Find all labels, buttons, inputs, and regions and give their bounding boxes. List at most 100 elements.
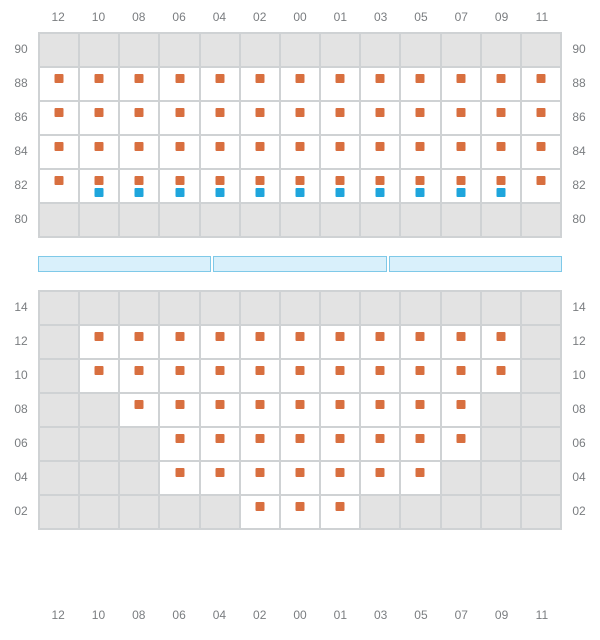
seat-cell[interactable] xyxy=(521,101,561,135)
seat-cell[interactable] xyxy=(159,101,199,135)
seat-cell[interactable] xyxy=(159,461,199,495)
seat-cell[interactable] xyxy=(481,169,521,203)
seat-cell[interactable] xyxy=(240,67,280,101)
seat-cell[interactable] xyxy=(400,427,440,461)
seat-cell[interactable] xyxy=(79,359,119,393)
seat-cell[interactable] xyxy=(280,461,320,495)
seat-cell[interactable] xyxy=(360,67,400,101)
seat-cell[interactable] xyxy=(360,325,400,359)
seat-cell[interactable] xyxy=(481,135,521,169)
seat-cell[interactable] xyxy=(200,359,240,393)
seat-cell[interactable] xyxy=(441,325,481,359)
seat-cell[interactable] xyxy=(280,169,320,203)
seat-cell[interactable] xyxy=(521,67,561,101)
seat-cell[interactable] xyxy=(200,461,240,495)
seat-cell[interactable] xyxy=(200,427,240,461)
seat-cell[interactable] xyxy=(159,169,199,203)
seat-cell[interactable] xyxy=(240,461,280,495)
seat-cell[interactable] xyxy=(240,359,280,393)
seat-cell[interactable] xyxy=(320,461,360,495)
seat-cell[interactable] xyxy=(240,393,280,427)
seat-cell[interactable] xyxy=(360,135,400,169)
seat-cell[interactable] xyxy=(79,325,119,359)
seat-cell[interactable] xyxy=(280,427,320,461)
seat-cell[interactable] xyxy=(320,393,360,427)
seat-cell[interactable] xyxy=(240,427,280,461)
seat-cell[interactable] xyxy=(39,135,79,169)
seat-cell[interactable] xyxy=(360,427,400,461)
seat-cell[interactable] xyxy=(200,393,240,427)
seat-cell[interactable] xyxy=(79,101,119,135)
seat-cell[interactable] xyxy=(280,359,320,393)
seat-cell[interactable] xyxy=(79,67,119,101)
seat-cell[interactable] xyxy=(200,169,240,203)
seat-cell[interactable] xyxy=(119,393,159,427)
seat-cell[interactable] xyxy=(159,359,199,393)
seat-cell[interactable] xyxy=(360,393,400,427)
seat-cell[interactable] xyxy=(481,67,521,101)
seat-cell[interactable] xyxy=(159,135,199,169)
seat-cell[interactable] xyxy=(320,427,360,461)
seat-cell[interactable] xyxy=(240,101,280,135)
seat-cell[interactable] xyxy=(39,169,79,203)
seat-cell[interactable] xyxy=(320,135,360,169)
seat-cell[interactable] xyxy=(320,169,360,203)
seat-cell[interactable] xyxy=(400,393,440,427)
seat-cell[interactable] xyxy=(200,67,240,101)
seat-cell[interactable] xyxy=(200,325,240,359)
seat-cell[interactable] xyxy=(159,393,199,427)
seat-cell[interactable] xyxy=(400,169,440,203)
seat-cell[interactable] xyxy=(119,67,159,101)
seat-cell[interactable] xyxy=(441,169,481,203)
seat-cell[interactable] xyxy=(400,461,440,495)
seat-cell[interactable] xyxy=(119,325,159,359)
seat-cell[interactable] xyxy=(360,169,400,203)
seat-cell[interactable] xyxy=(441,67,481,101)
seat-cell[interactable] xyxy=(441,359,481,393)
seat-cell[interactable] xyxy=(400,67,440,101)
seat-cell[interactable] xyxy=(159,67,199,101)
seat-cell[interactable] xyxy=(119,359,159,393)
seat-cell[interactable] xyxy=(441,393,481,427)
seat-cell[interactable] xyxy=(441,427,481,461)
seat-cell[interactable] xyxy=(240,495,280,529)
seat-cell[interactable] xyxy=(280,101,320,135)
seat-cell[interactable] xyxy=(400,359,440,393)
seat-cell[interactable] xyxy=(119,169,159,203)
seat-cell[interactable] xyxy=(521,135,561,169)
seat-cell[interactable] xyxy=(441,135,481,169)
seat-cell[interactable] xyxy=(200,101,240,135)
seat-cell[interactable] xyxy=(521,169,561,203)
seat-cell[interactable] xyxy=(360,461,400,495)
seat-cell[interactable] xyxy=(119,101,159,135)
seat-cell[interactable] xyxy=(320,325,360,359)
seat-cell[interactable] xyxy=(79,169,119,203)
seat-cell[interactable] xyxy=(39,101,79,135)
seat-cell[interactable] xyxy=(400,135,440,169)
seat-cell[interactable] xyxy=(481,359,521,393)
seat-cell[interactable] xyxy=(159,427,199,461)
seat-cell[interactable] xyxy=(400,101,440,135)
seat-cell[interactable] xyxy=(400,325,440,359)
seat-cell[interactable] xyxy=(280,325,320,359)
seat-cell[interactable] xyxy=(240,135,280,169)
seat-cell[interactable] xyxy=(280,67,320,101)
seat-cell[interactable] xyxy=(240,169,280,203)
seat-cell[interactable] xyxy=(240,325,280,359)
seat-cell[interactable] xyxy=(360,101,400,135)
seat-cell[interactable] xyxy=(119,135,159,169)
seat-cell[interactable] xyxy=(280,393,320,427)
seat-cell[interactable] xyxy=(200,135,240,169)
seat-cell[interactable] xyxy=(280,135,320,169)
seat-cell[interactable] xyxy=(79,135,119,169)
seat-cell[interactable] xyxy=(280,495,320,529)
seat-cell[interactable] xyxy=(39,67,79,101)
seat-cell[interactable] xyxy=(481,325,521,359)
seat-cell[interactable] xyxy=(360,359,400,393)
seat-cell[interactable] xyxy=(441,101,481,135)
seat-cell[interactable] xyxy=(320,67,360,101)
seat-cell[interactable] xyxy=(481,101,521,135)
seat-cell[interactable] xyxy=(320,359,360,393)
seat-cell[interactable] xyxy=(320,101,360,135)
seat-cell[interactable] xyxy=(159,325,199,359)
